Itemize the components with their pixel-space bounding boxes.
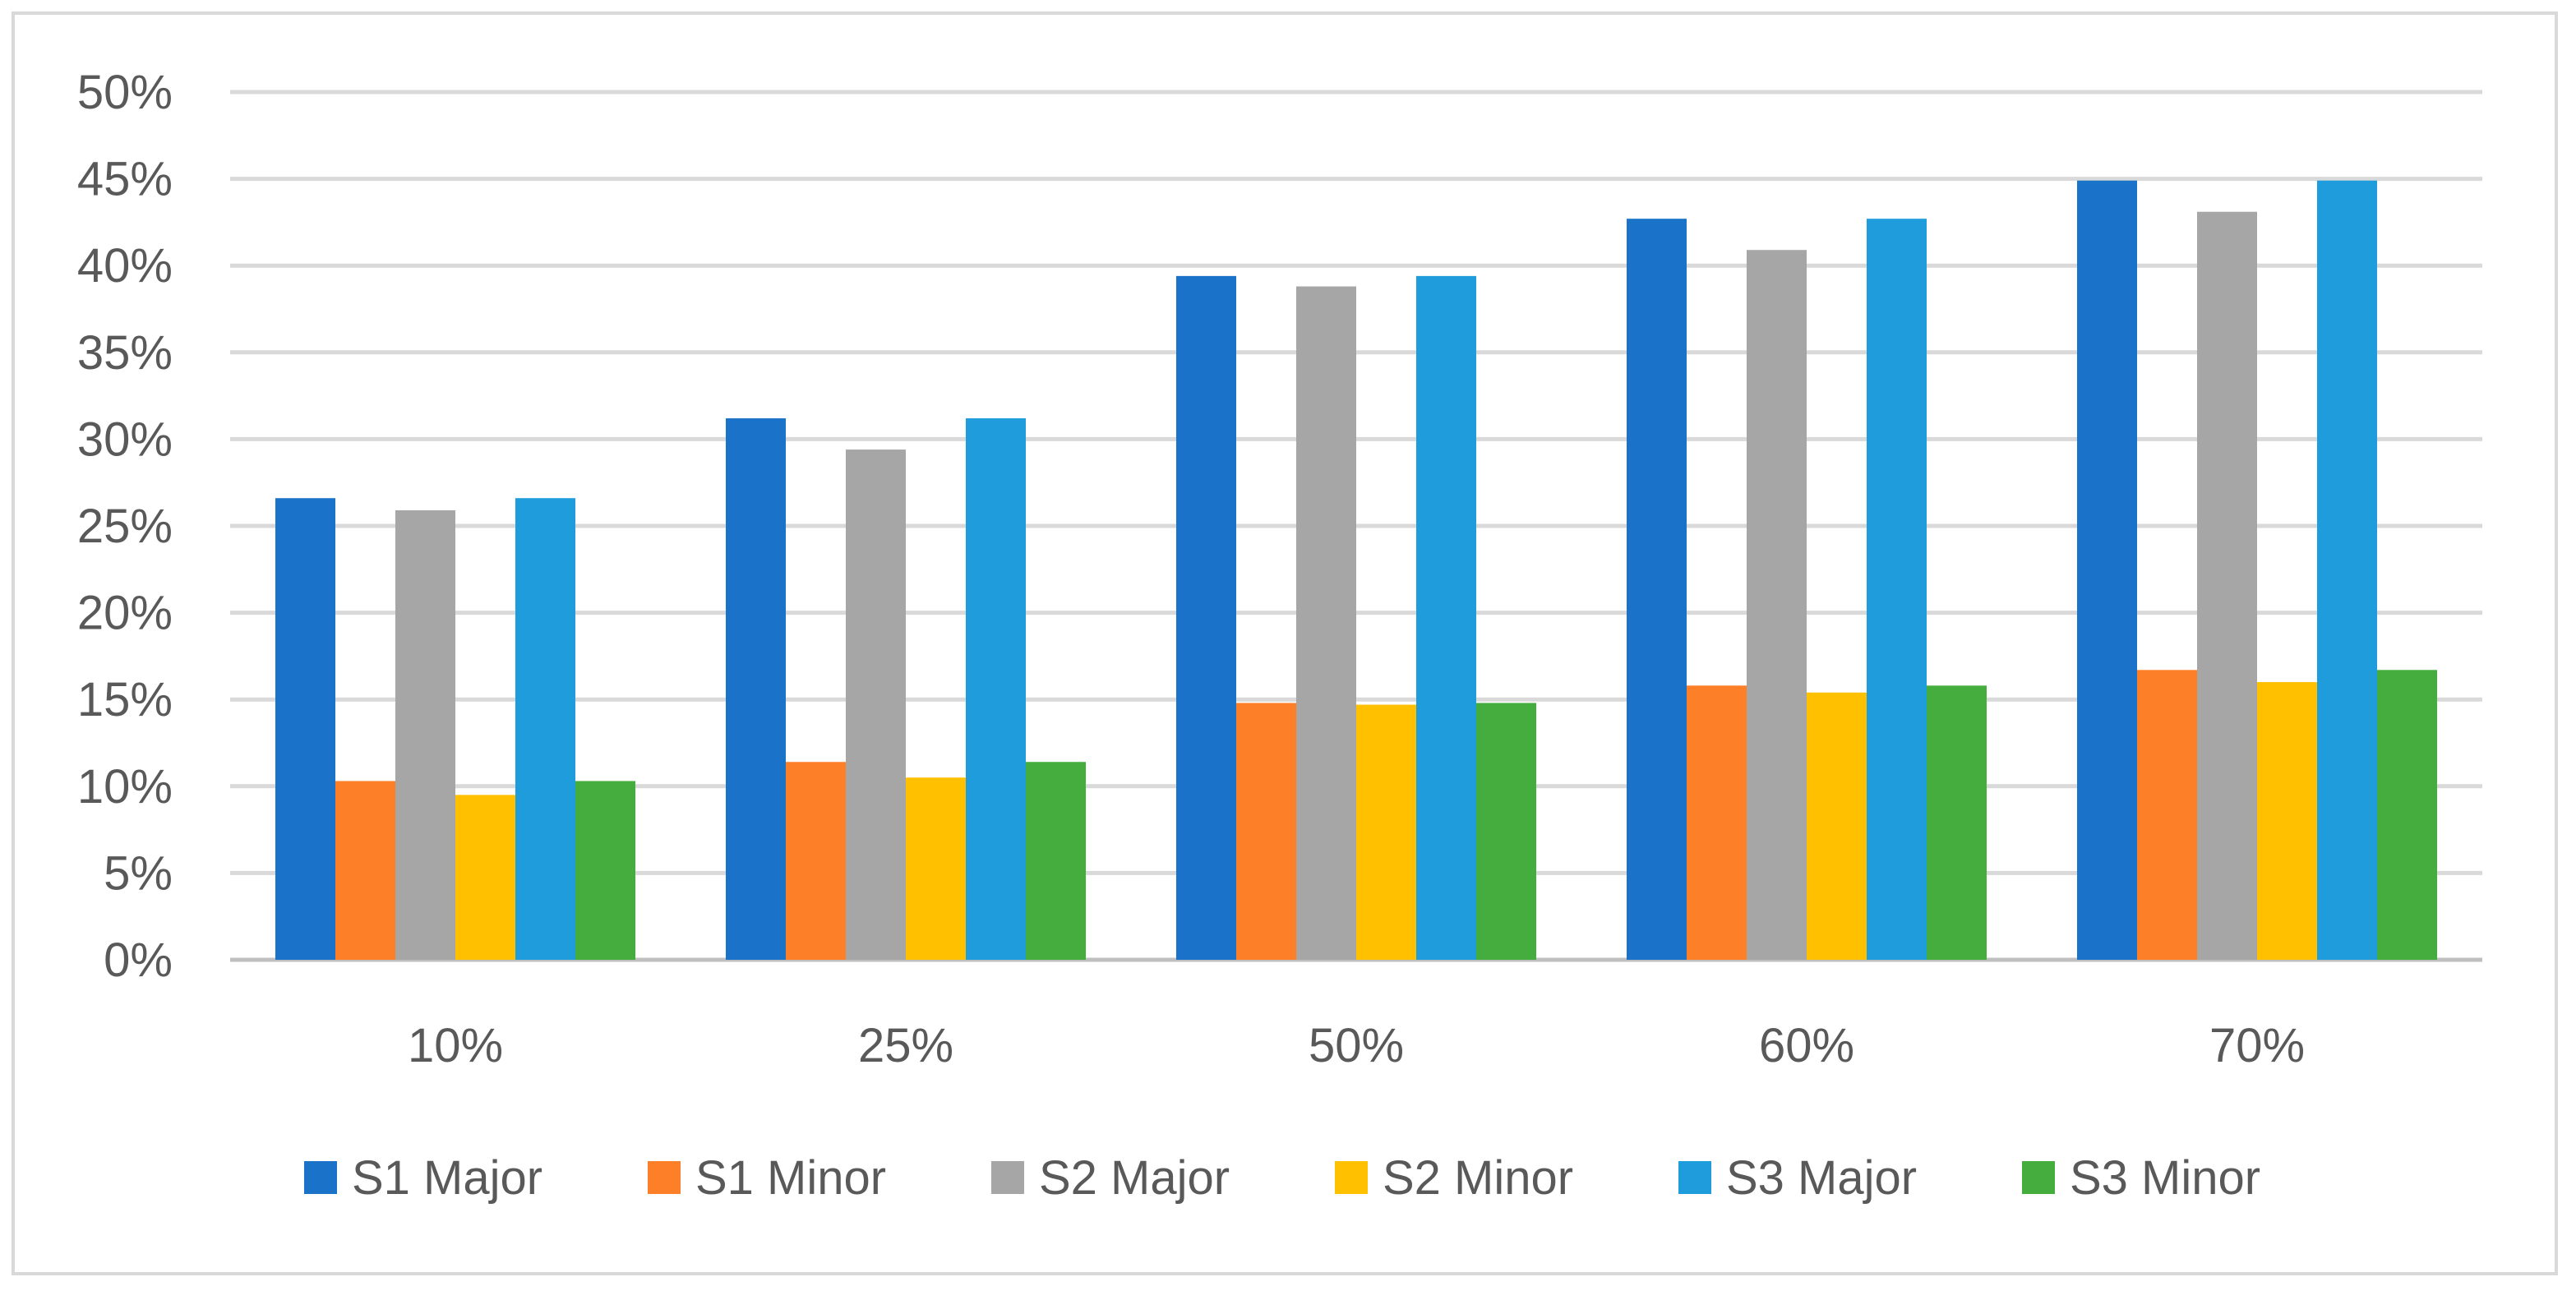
legend-label: S2 Major	[1039, 1151, 1230, 1205]
y-tick-label: 45%	[77, 153, 173, 206]
legend-swatch	[2022, 1161, 2055, 1194]
x-tick-label: 10%	[408, 1019, 503, 1072]
bar	[275, 498, 335, 960]
bar	[335, 781, 395, 960]
x-tick-label: 60%	[1759, 1019, 1854, 1072]
y-tick-label: 0%	[104, 934, 173, 987]
bar	[1687, 685, 1747, 960]
bar	[2317, 180, 2377, 960]
y-tick-label: 25%	[77, 500, 173, 553]
x-axis-ticks: 10% 25% 50% 60% 70%	[408, 1019, 2305, 1072]
y-tick-label: 40%	[77, 239, 173, 293]
bar	[1627, 219, 1687, 960]
bar	[1176, 275, 1236, 960]
bars	[275, 180, 2437, 960]
bar	[455, 795, 515, 960]
y-tick-label: 15%	[77, 673, 173, 726]
legend-label: S2 Minor	[1383, 1151, 1573, 1205]
bar	[1927, 685, 1987, 960]
bar	[846, 449, 906, 960]
y-tick-label: 35%	[77, 326, 173, 380]
bar	[395, 509, 455, 960]
x-tick-label: 50%	[1309, 1019, 1404, 1072]
legend-swatch	[1335, 1161, 1368, 1194]
bar	[1747, 250, 1807, 960]
bar	[515, 498, 575, 960]
x-tick-label: 70%	[2209, 1019, 2305, 1072]
y-tick-label: 10%	[77, 760, 173, 814]
bar	[1476, 703, 1536, 960]
legend-label: S3 Major	[1726, 1151, 1917, 1205]
bar	[2077, 180, 2137, 960]
bar	[2257, 682, 2317, 960]
bar	[1026, 762, 1086, 960]
bar	[1356, 704, 1416, 960]
bar	[2377, 670, 2437, 960]
bar	[575, 781, 635, 960]
legend-swatch	[1678, 1161, 1711, 1194]
bar	[1416, 275, 1476, 960]
y-tick-label: 20%	[77, 587, 173, 640]
bar	[2197, 211, 2257, 960]
bar	[906, 777, 966, 960]
bar	[726, 418, 786, 960]
legend: S1 Major S1 Minor S2 Major S2 Minor S3 Major…	[304, 1151, 2260, 1205]
legend-swatch	[304, 1161, 337, 1194]
bar	[1867, 219, 1927, 960]
legend-swatch	[991, 1161, 1024, 1194]
bar	[786, 762, 846, 960]
bar	[1296, 286, 1356, 960]
y-axis-ticks: 0% 5% 10% 15% 20% 25% 30% 35% 40% 45% 50%	[77, 66, 173, 987]
legend-label: S3 Minor	[2070, 1151, 2260, 1205]
y-tick-label: 50%	[77, 66, 173, 119]
bar	[1807, 692, 1867, 960]
legend-label: S1 Major	[352, 1151, 542, 1205]
bar	[1236, 703, 1296, 960]
bar	[2137, 670, 2197, 960]
legend-label: S1 Minor	[695, 1151, 886, 1205]
y-tick-label: 30%	[77, 413, 173, 466]
bar	[966, 418, 1026, 960]
y-tick-label: 5%	[104, 846, 173, 900]
x-tick-label: 25%	[858, 1019, 953, 1072]
legend-swatch	[648, 1161, 681, 1194]
